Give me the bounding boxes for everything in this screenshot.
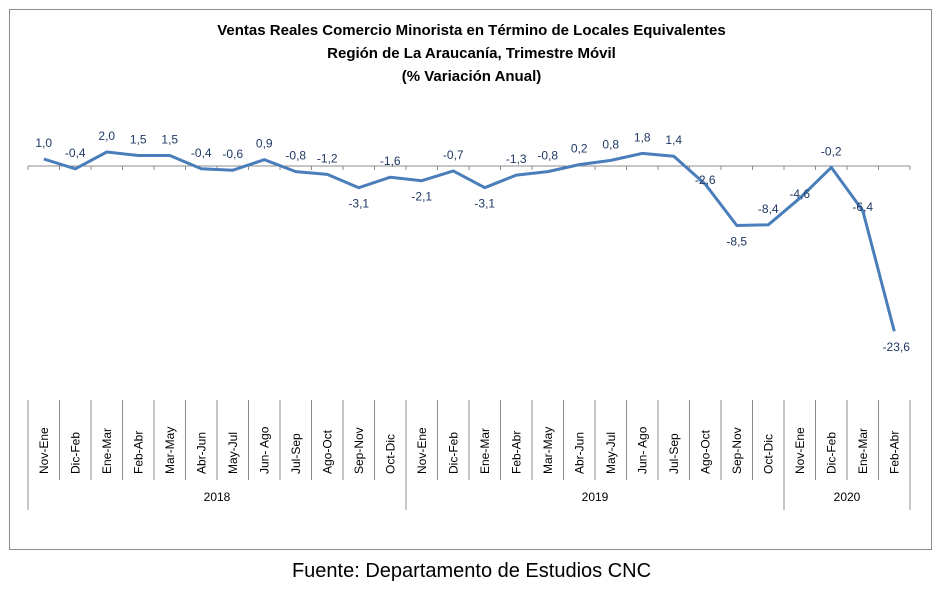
- x-tick-label: May-Jul: [226, 432, 240, 474]
- x-tick-label: Ene-Mar: [856, 428, 870, 474]
- data-label: 1,5: [161, 133, 178, 147]
- data-label: -1,3: [506, 152, 527, 166]
- data-label: -1,2: [317, 151, 338, 165]
- data-label: 1,5: [130, 133, 147, 147]
- x-tick-label: Dic-Feb: [68, 432, 82, 474]
- data-label: -0,4: [65, 146, 86, 160]
- year-label: 2020: [834, 490, 861, 504]
- data-label: -23,6: [883, 340, 911, 354]
- data-label: -8,5: [726, 235, 747, 249]
- data-label: 0,8: [602, 137, 619, 151]
- chart-frame: [9, 9, 932, 550]
- x-tick-label: Nov-Ene: [37, 427, 51, 474]
- chart-title-line-2: Región de La Araucanía, Trimestre Móvil: [327, 45, 616, 62]
- series-line: [43, 150, 896, 332]
- x-tick-label: Feb-Abr: [887, 431, 901, 474]
- x-tick-label: Feb-Abr: [131, 431, 145, 474]
- x-tick-label: Ago-Oct: [698, 429, 712, 474]
- x-tick-label: Jun- Ago: [635, 426, 649, 474]
- data-label: -1,6: [380, 154, 401, 168]
- x-tick-label: Nov-Ene: [793, 427, 807, 474]
- data-label: -3,1: [348, 197, 369, 211]
- source-note: Fuente: Departamento de Estudios CNC: [291, 560, 652, 582]
- data-label: -0,6: [222, 147, 243, 161]
- data-label: 1,8: [634, 130, 651, 144]
- data-label: 1,4: [665, 133, 682, 147]
- data-label: -0,8: [285, 149, 306, 163]
- x-tick-label: Oct-Dic: [761, 434, 775, 474]
- year-label: 2019: [582, 490, 609, 504]
- data-label: -8,4: [758, 202, 779, 216]
- x-tick-label: Ene-Mar: [478, 428, 492, 474]
- data-label: -6,4: [852, 200, 873, 214]
- data-label: -2,1: [411, 190, 432, 204]
- x-tick-label: Dic-Feb: [824, 432, 838, 474]
- x-tick-label: Ago-Oct: [320, 429, 334, 474]
- x-tick-label: Jul-Sep: [667, 433, 681, 474]
- data-label: -0,7: [443, 148, 464, 162]
- data-label: 1,0: [35, 136, 52, 150]
- x-tick-label: Feb-Abr: [509, 431, 523, 474]
- x-tick-label: Dic-Feb: [446, 432, 460, 474]
- data-label: -2,6: [695, 173, 716, 187]
- data-label: -3,1: [474, 197, 495, 211]
- x-tick-label: Nov-Ene: [415, 427, 429, 474]
- data-label: 0,2: [571, 142, 588, 156]
- x-tick-label: Mar-May: [163, 427, 177, 474]
- data-label: 2,0: [98, 129, 115, 143]
- x-tick-label: Abr-Jun: [194, 432, 208, 474]
- data-label: -4,6: [789, 187, 810, 201]
- data-label: -0,8: [537, 149, 558, 163]
- chart-title-line-3: (% Variación Anual): [401, 68, 542, 85]
- x-tick-label: Abr-Jun: [572, 432, 586, 474]
- x-tick-label: May-Jul: [604, 432, 618, 474]
- x-tick-label: Oct-Dic: [383, 434, 397, 474]
- chart-title-line-1: Ventas Reales Comercio Minorista en Térm…: [217, 22, 726, 39]
- x-tick-label: Mar-May: [541, 427, 555, 474]
- data-label: 0,9: [256, 137, 273, 151]
- x-tick-label: Jun- Ago: [257, 426, 271, 474]
- x-tick-label: Ene-Mar: [100, 428, 114, 474]
- x-tick-label: Jul-Sep: [289, 433, 303, 474]
- year-label: 2018: [204, 490, 231, 504]
- x-tick-label: Sep-Nov: [730, 427, 744, 474]
- x-tick-label: Sep-Nov: [352, 427, 366, 474]
- data-label: -0,4: [191, 146, 212, 160]
- data-label: -0,2: [821, 144, 842, 158]
